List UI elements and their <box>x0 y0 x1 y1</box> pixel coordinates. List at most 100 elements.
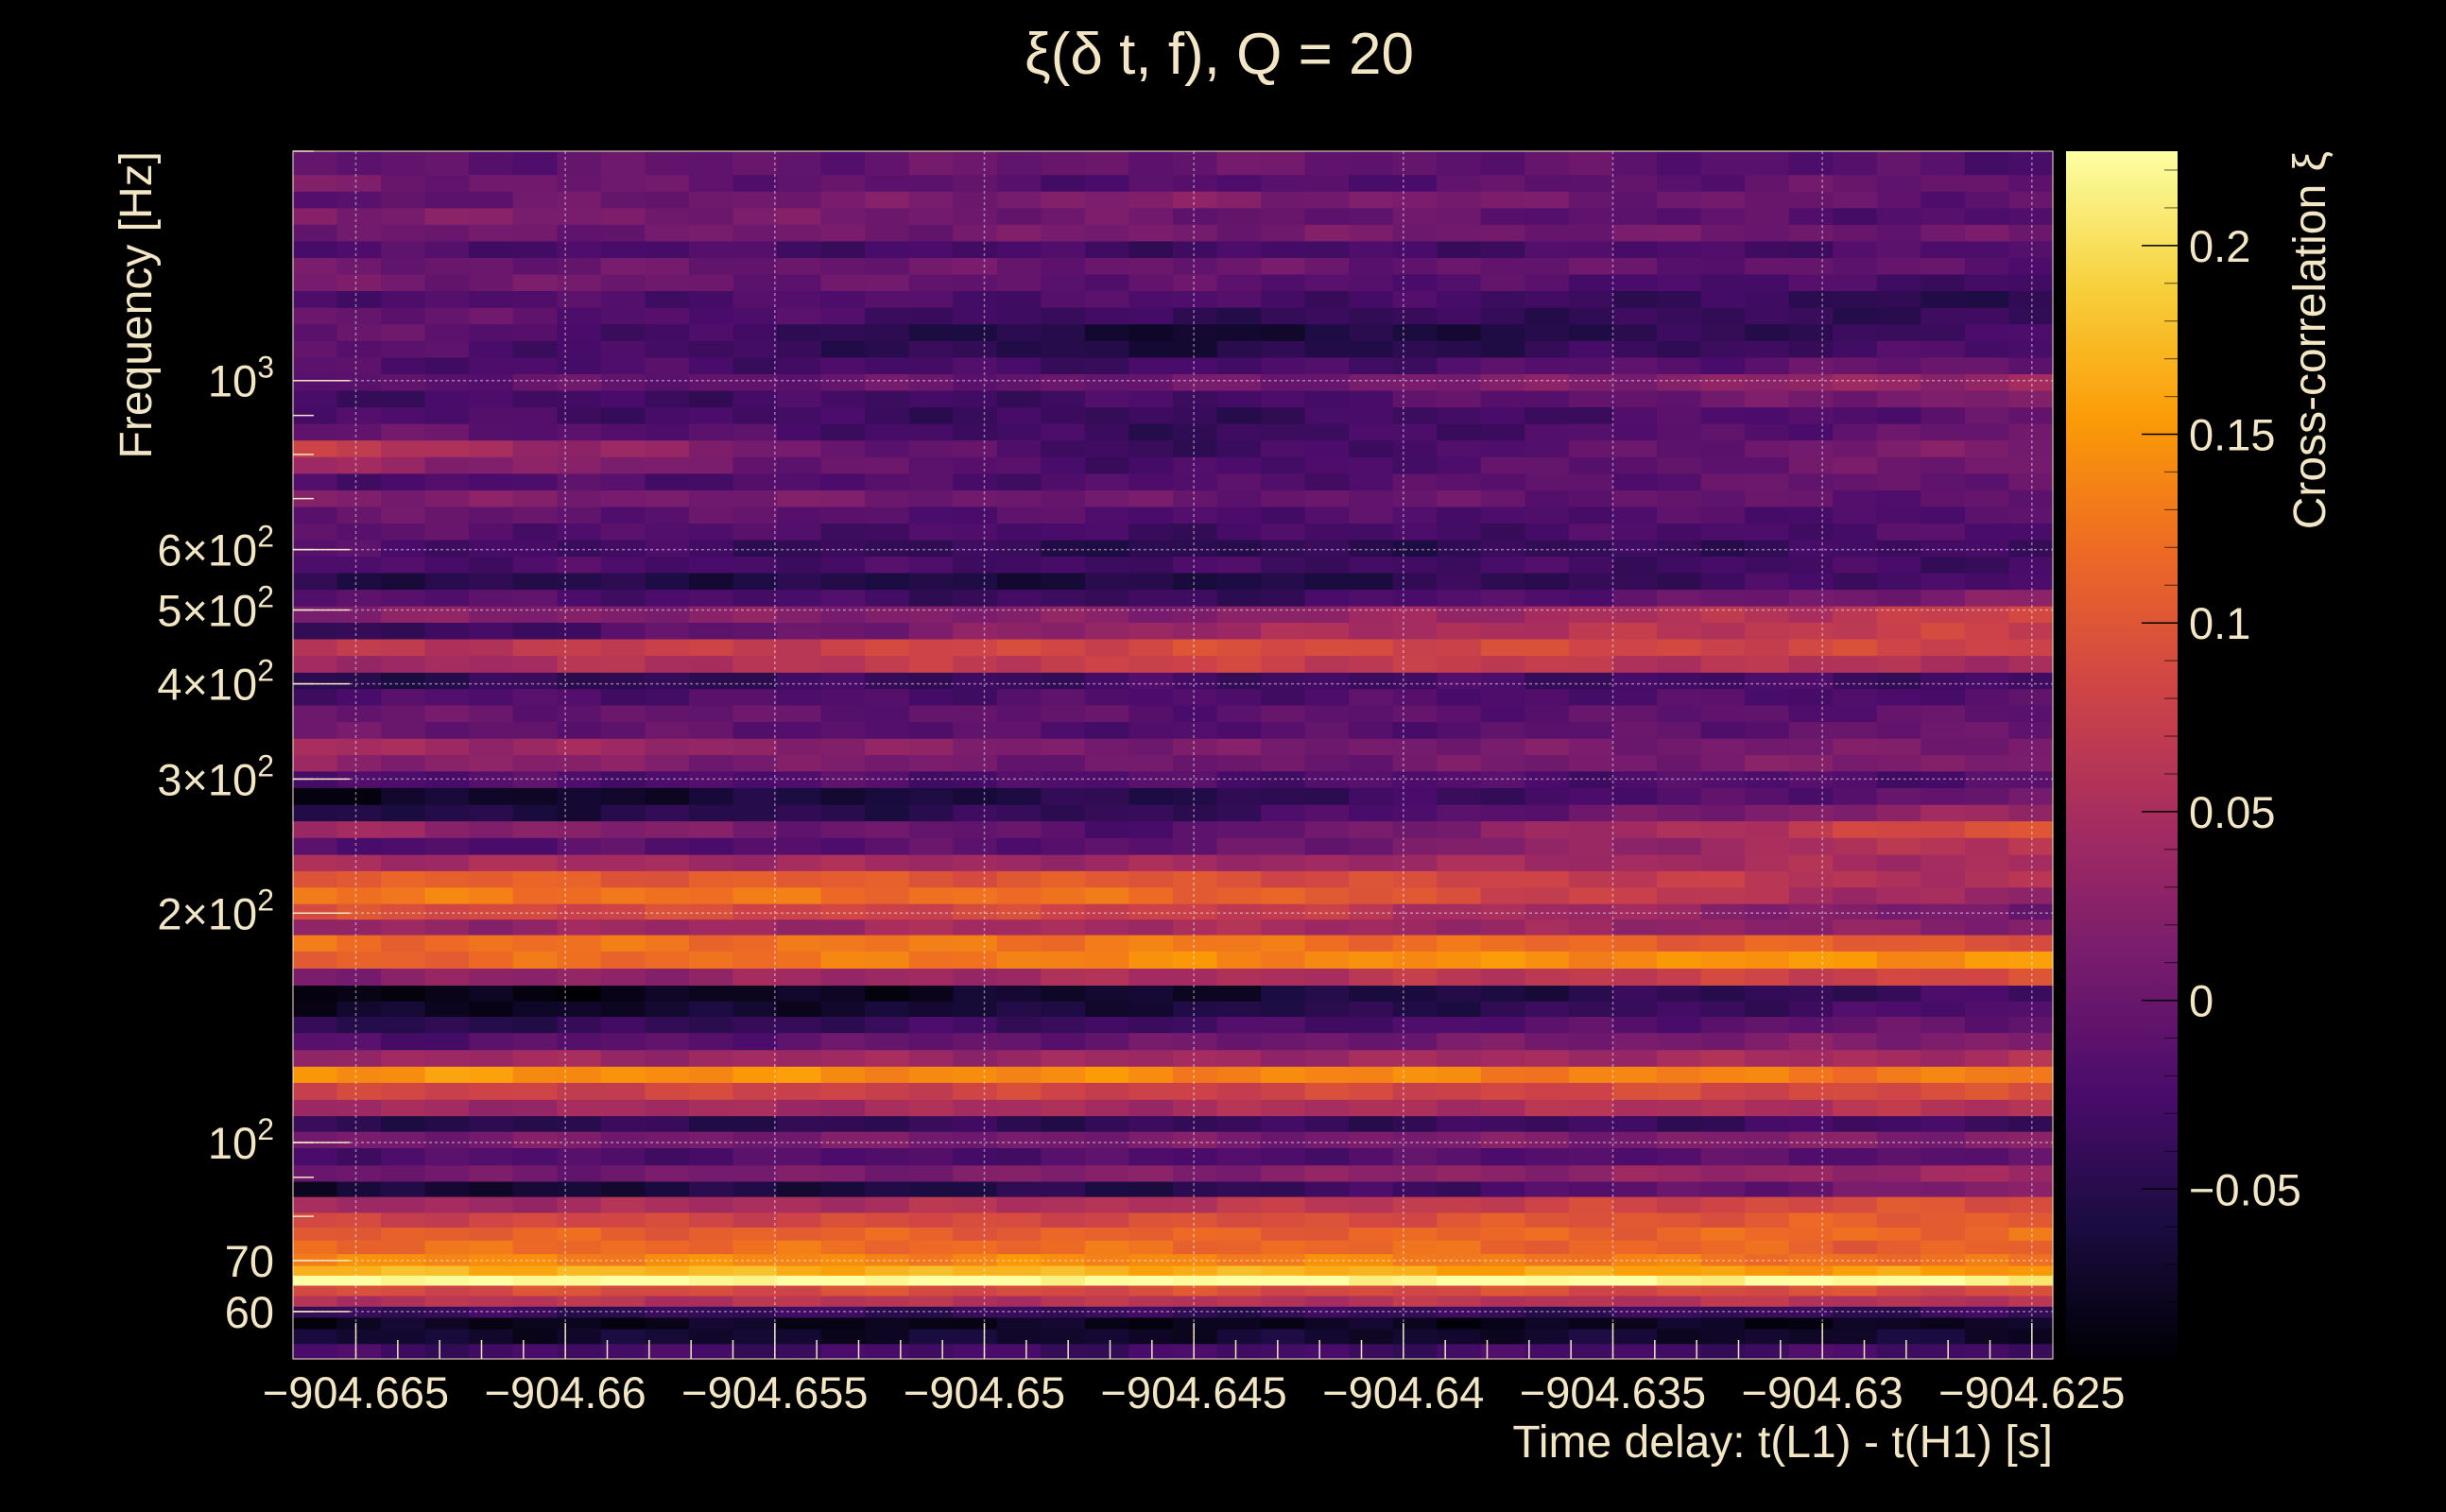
heatmap-cell <box>645 422 690 441</box>
heatmap-cell <box>732 151 778 176</box>
heatmap-cell <box>1524 307 1570 325</box>
heatmap-cell <box>908 1316 954 1330</box>
heatmap-cell <box>1788 1306 1834 1318</box>
heatmap-cell <box>1921 389 1966 408</box>
heatmap-cell <box>1261 1066 1306 1083</box>
heatmap-cell <box>908 1049 954 1067</box>
heatmap-cell <box>1480 1016 1525 1034</box>
heatmap-cell <box>1700 257 1746 275</box>
heatmap-cell <box>1612 1306 1658 1318</box>
heatmap-cell <box>1612 968 1658 986</box>
heatmap-cell <box>1745 854 1790 871</box>
heatmap-cell <box>1876 655 1921 673</box>
heatmap-cell <box>557 787 602 805</box>
heatmap-cell <box>1833 903 1878 920</box>
heatmap-cell <box>557 1082 602 1100</box>
heatmap-cell <box>1876 1131 1921 1149</box>
heatmap-cell <box>1173 1099 1218 1117</box>
heatmap-cell <box>1524 1343 1570 1360</box>
heatmap-cell <box>996 307 1042 325</box>
heatmap-cell <box>1876 1253 1921 1266</box>
heatmap-cell <box>381 1164 426 1182</box>
heatmap-cell <box>777 589 822 607</box>
heatmap-cell <box>381 622 426 640</box>
heatmap-cell <box>1216 1227 1262 1241</box>
heatmap-cell <box>1657 1131 1702 1149</box>
heatmap-cell <box>1261 1164 1306 1182</box>
heatmap-cell <box>1437 820 1482 838</box>
heatmap-cell <box>777 1001 822 1017</box>
heatmap-cell <box>1437 854 1482 871</box>
heatmap-cell <box>1524 340 1570 358</box>
heatmap-cell <box>1657 224 1702 242</box>
heatmap-cell <box>1788 1066 1834 1083</box>
heatmap-cell <box>1788 638 1834 657</box>
heatmap-cell <box>996 1295 1042 1307</box>
heatmap-cell <box>1261 373 1306 391</box>
heatmap-cell <box>908 903 954 920</box>
heatmap-cell <box>1128 820 1174 838</box>
heatmap-cell <box>600 1227 646 1241</box>
heatmap-cell <box>1392 257 1438 275</box>
heatmap-cell <box>1304 837 1350 855</box>
heatmap-cell <box>557 506 602 524</box>
heatmap-cell <box>732 356 778 374</box>
heatmap-cell <box>1788 1316 1834 1330</box>
heatmap-cell <box>1568 1115 1614 1132</box>
heatmap-cell <box>1745 1196 1790 1213</box>
heatmap-cell <box>293 935 338 952</box>
heatmap-cell <box>293 721 338 739</box>
heatmap-cell <box>688 389 734 408</box>
heatmap-cell <box>820 556 866 574</box>
heatmap-cell <box>1261 1253 1306 1266</box>
heatmap-cell <box>908 787 954 805</box>
heatmap-cell <box>1216 207 1262 225</box>
heatmap-cell <box>1392 935 1438 952</box>
heatmap-cell <box>777 523 822 541</box>
heatmap-cell <box>1657 787 1702 805</box>
heatmap-cell <box>1041 754 1086 772</box>
heatmap-cell <box>1876 804 1921 822</box>
heatmap-cell <box>2008 191 2054 209</box>
heatmap-cell <box>1480 837 1525 855</box>
heatmap-cell <box>732 422 778 441</box>
heatmap-cell <box>1921 1066 1966 1083</box>
heatmap-cell <box>1833 540 1878 558</box>
heatmap-cell <box>1304 1316 1350 1330</box>
heatmap-cell <box>1876 1001 1921 1017</box>
heatmap-cell <box>424 490 470 507</box>
heatmap-cell <box>469 1032 514 1051</box>
heatmap-cell <box>777 340 822 358</box>
heatmap-cell <box>1349 672 1394 690</box>
heatmap-cell <box>1261 307 1306 325</box>
heatmap-cell <box>1216 1196 1262 1213</box>
heatmap-cell <box>1921 672 1966 690</box>
heatmap-cell <box>1041 770 1086 788</box>
heatmap-cell <box>1349 754 1394 772</box>
heatmap-cell <box>1657 606 1702 623</box>
heatmap-cell <box>996 191 1042 209</box>
heatmap-cell <box>688 672 734 690</box>
heatmap-cell <box>512 1196 558 1213</box>
heatmap-cell <box>1524 373 1570 391</box>
heatmap-cell <box>953 373 998 391</box>
heatmap-cell <box>1480 191 1525 209</box>
heatmap-cell <box>1261 968 1306 986</box>
heatmap-cell <box>820 456 866 474</box>
heatmap-cell <box>645 406 690 424</box>
heatmap-cell <box>1657 655 1702 673</box>
heatmap-cell <box>1480 1306 1525 1318</box>
heatmap-cell <box>1612 506 1658 524</box>
heatmap-cell <box>820 240 866 258</box>
heatmap-cell <box>1876 1164 1921 1182</box>
heatmap-cell <box>865 1164 910 1182</box>
heatmap-cell <box>732 1164 778 1182</box>
heatmap-cell <box>424 340 470 358</box>
heatmap-cell <box>1788 356 1834 374</box>
heatmap-cell <box>732 704 778 723</box>
heatmap-cell <box>1437 870 1482 888</box>
heatmap-cell <box>336 837 382 855</box>
heatmap-cell <box>1173 307 1218 325</box>
heatmap-cell <box>1216 770 1262 788</box>
heatmap-cell <box>1392 356 1438 374</box>
